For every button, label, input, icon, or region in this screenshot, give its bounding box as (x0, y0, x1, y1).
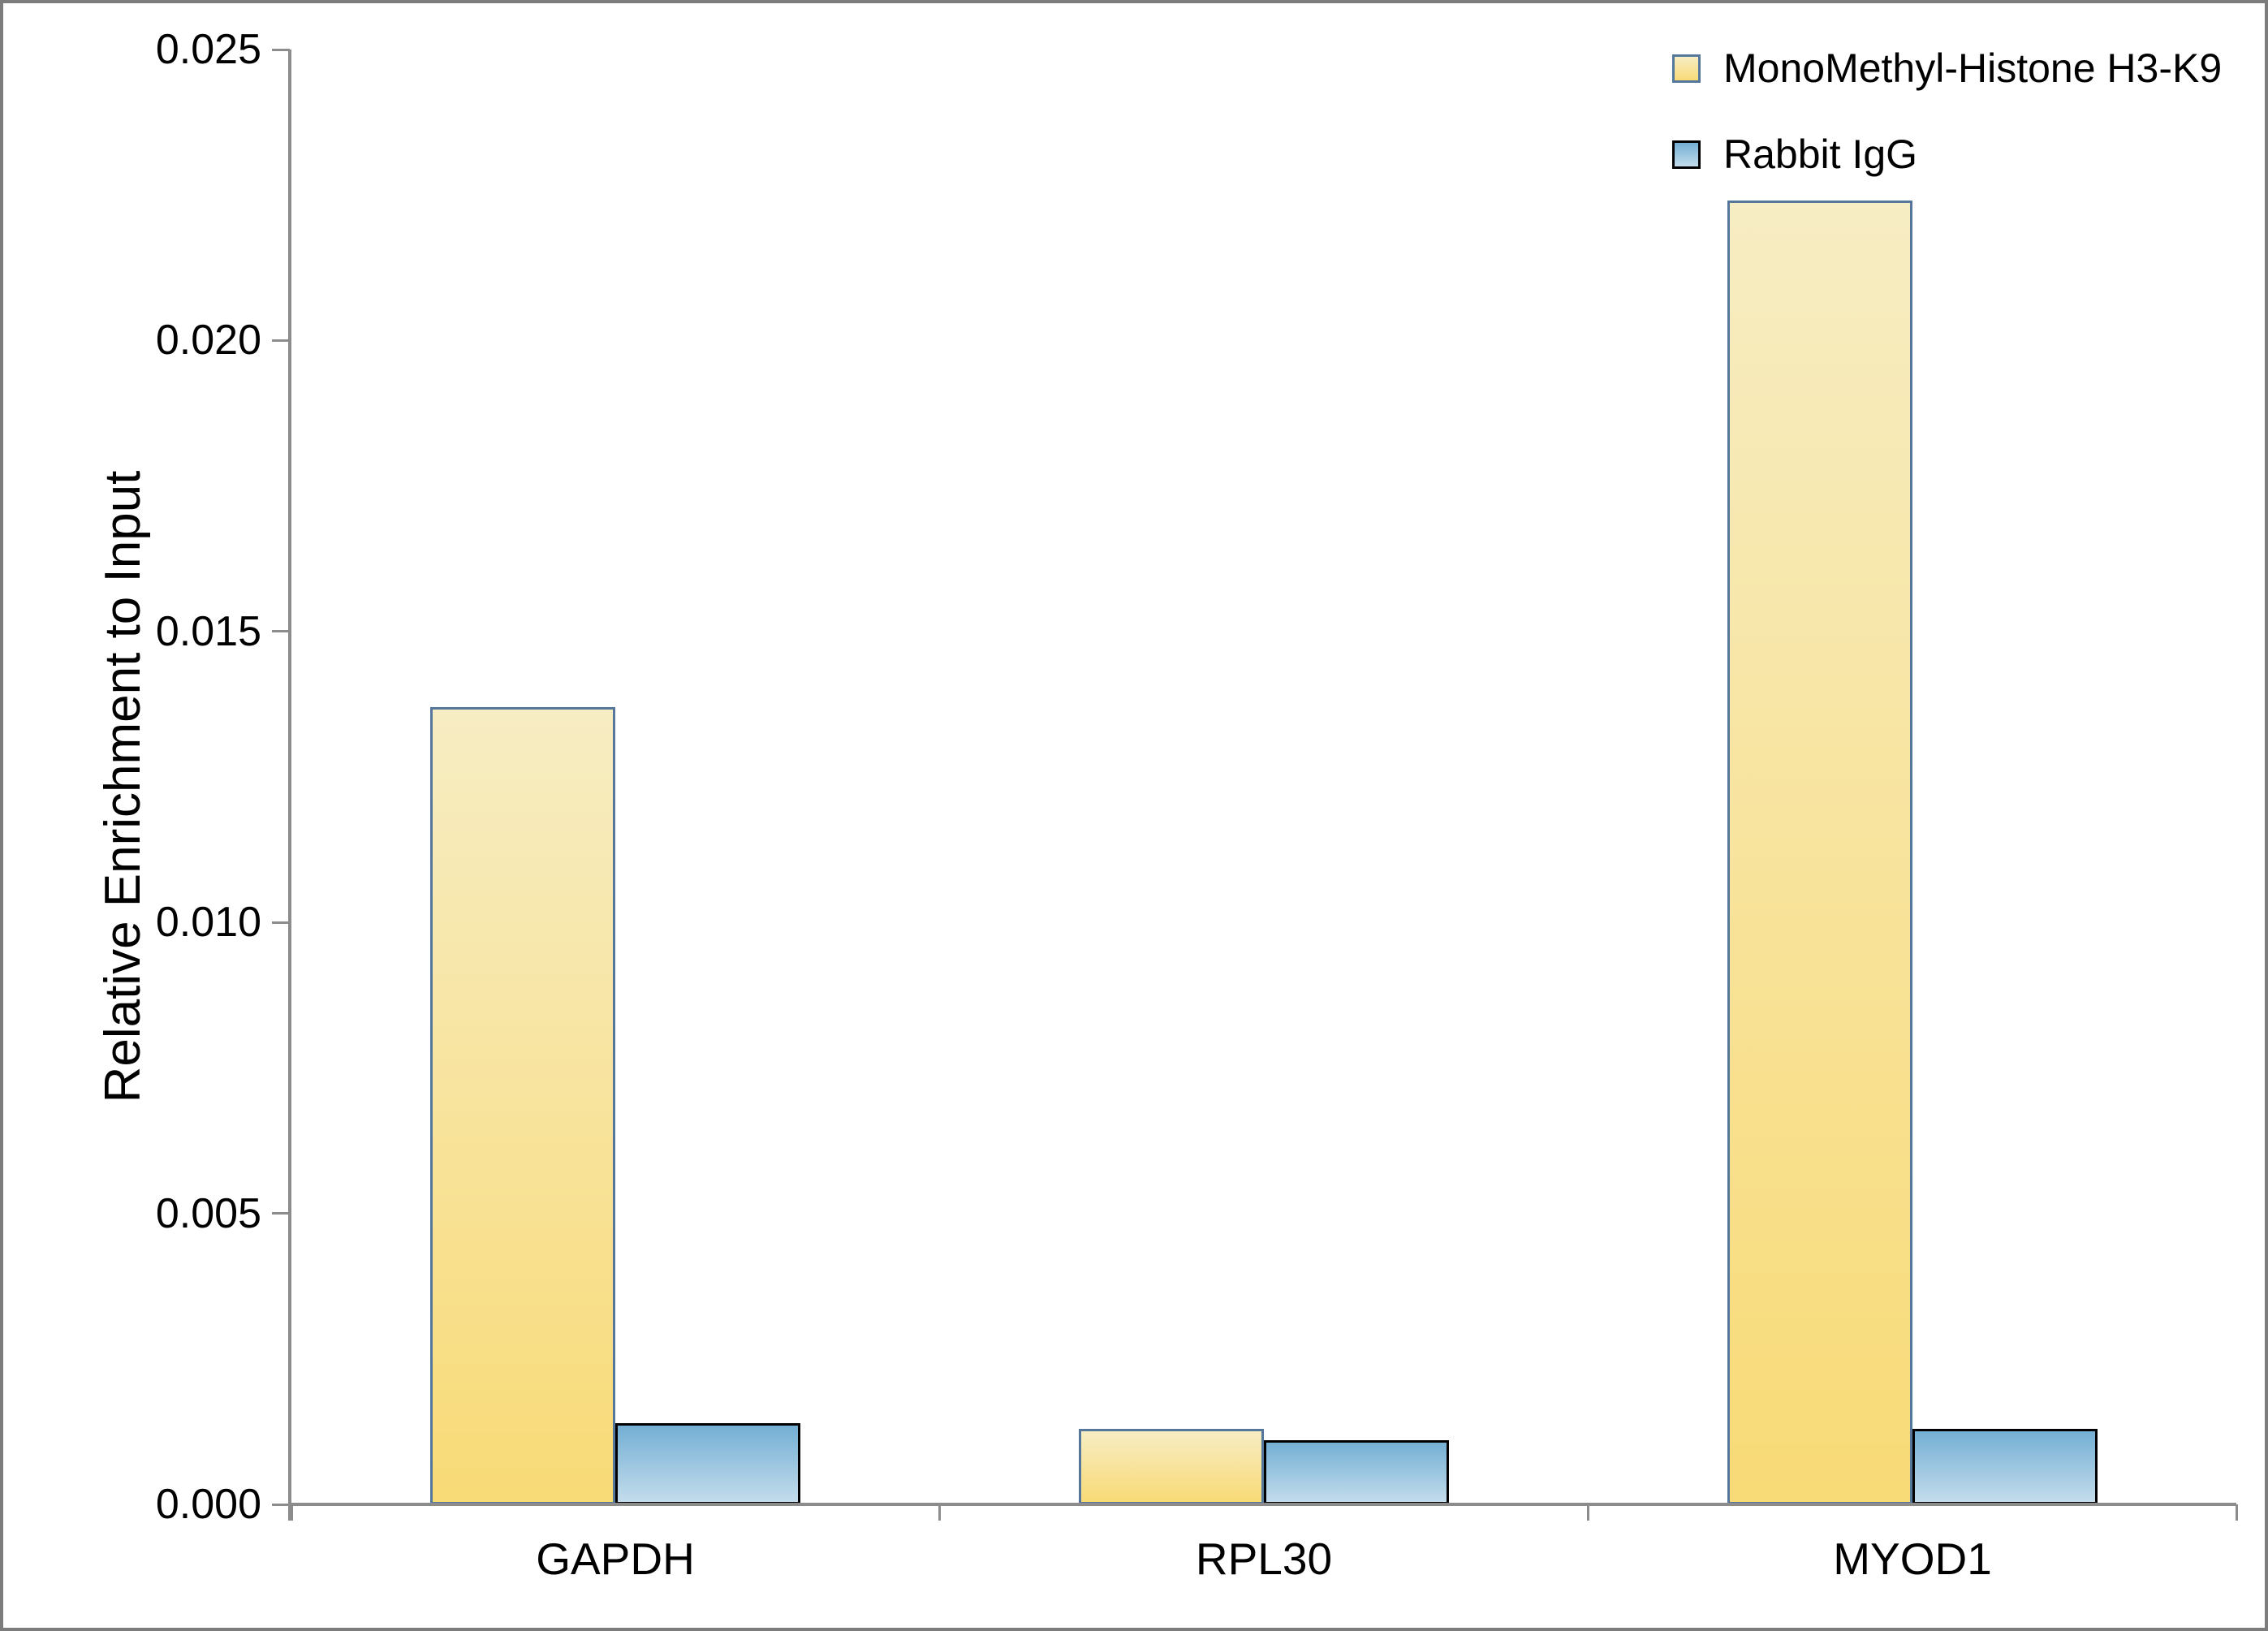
category-label-rpl30: RPL30 (1195, 1534, 1333, 1584)
x-axis-boundary-tick-1 (938, 1504, 942, 1521)
x-axis-line (288, 1503, 2236, 1506)
y-axis-tick-0.010 (272, 921, 290, 924)
y-tick-label-0.025: 0.025 (155, 26, 261, 73)
bar-gapdh-rabbit-igg (615, 1423, 801, 1504)
bar-rpl30-rabbit-igg (1264, 1440, 1449, 1504)
x-axis-boundary-tick-3 (2235, 1504, 2238, 1521)
bar-myod1-rabbit-igg (1912, 1429, 2098, 1504)
y-axis-tick-0.020 (272, 339, 290, 342)
category-label-myod1: MYOD1 (1833, 1534, 1992, 1584)
y-axis-tick-0.000 (272, 1503, 290, 1506)
y-tick-label-0.015: 0.015 (155, 607, 261, 655)
legend-label-rabbit-igg: Rabbit IgG (1723, 132, 1918, 177)
y-tick-label-0.000: 0.000 (155, 1481, 261, 1528)
legend-item-rabbit-igg: Rabbit IgG (1672, 128, 1917, 180)
legend-swatch-rabbit-igg (1672, 140, 1701, 169)
y-axis-tick-0.025 (272, 48, 290, 51)
legend-item-monomethyl-histone-h3-k9: MonoMethyl-Histone H3-K9 (1672, 42, 2222, 94)
legend-swatch-monomethyl-histone-h3-k9 (1672, 54, 1701, 83)
y-tick-label-0.010: 0.010 (155, 899, 261, 947)
y-axis-tick-0.015 (272, 630, 290, 633)
y-axis-title: Relative Enrichment to Input (95, 470, 151, 1103)
x-axis-boundary-tick-0 (290, 1504, 293, 1521)
y-tick-label-0.020: 0.020 (155, 317, 261, 365)
bar-gapdh-monomethyl-histone-h3-k9 (430, 707, 616, 1504)
category-label-gapdh: GAPDH (536, 1534, 695, 1584)
y-tick-label-0.005: 0.005 (155, 1189, 261, 1237)
y-axis-line (288, 50, 291, 1521)
bar-rpl30-monomethyl-histone-h3-k9 (1079, 1429, 1264, 1504)
bar-myod1-monomethyl-histone-h3-k9 (1727, 201, 1912, 1504)
x-axis-boundary-tick-2 (1586, 1504, 1589, 1521)
legend-label-monomethyl-histone-h3-k9: MonoMethyl-Histone H3-K9 (1723, 45, 2223, 91)
y-axis-tick-0.005 (272, 1212, 290, 1215)
